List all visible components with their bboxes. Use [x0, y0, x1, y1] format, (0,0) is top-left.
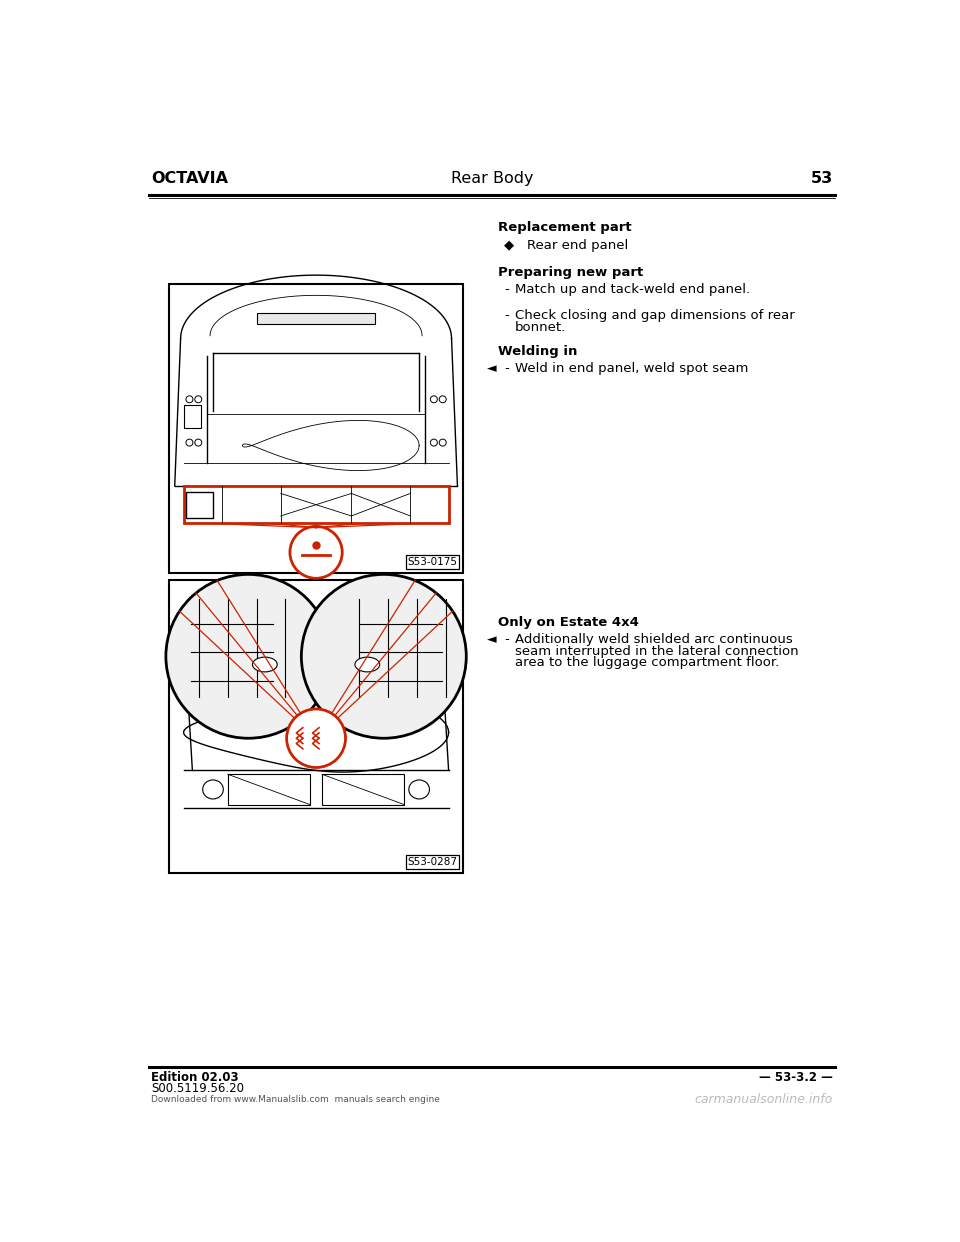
Circle shape: [430, 396, 438, 402]
Text: carmanualsonline.info: carmanualsonline.info: [695, 1093, 833, 1105]
Ellipse shape: [252, 657, 277, 672]
Circle shape: [290, 527, 342, 579]
Text: Welding in: Welding in: [498, 345, 578, 359]
Bar: [228, 774, 310, 805]
Text: Replacement part: Replacement part: [498, 221, 632, 233]
Text: Additionally weld shielded arc continuous: Additionally weld shielded arc continuou…: [516, 633, 793, 646]
Text: Downloaded from www.Manualslib.com  manuals search engine: Downloaded from www.Manualslib.com manua…: [151, 1094, 440, 1104]
Ellipse shape: [203, 780, 224, 799]
Text: ◄: ◄: [487, 633, 496, 646]
Text: -: -: [504, 363, 509, 375]
Circle shape: [195, 440, 202, 446]
Bar: [169, 283, 464, 573]
Text: S53-0175: S53-0175: [407, 556, 457, 566]
Ellipse shape: [282, 780, 302, 799]
Circle shape: [301, 574, 467, 738]
Ellipse shape: [371, 780, 391, 799]
Text: Preparing new part: Preparing new part: [498, 266, 643, 279]
Text: -: -: [504, 283, 509, 296]
Text: — 53-3.2 —: — 53-3.2 —: [759, 1071, 833, 1084]
Text: Weld in end panel, weld spot seam: Weld in end panel, weld spot seam: [516, 363, 749, 375]
Text: ◄: ◄: [487, 363, 496, 375]
Text: Only on Estate 4x4: Only on Estate 4x4: [498, 616, 639, 630]
Circle shape: [287, 709, 346, 768]
Ellipse shape: [409, 780, 429, 799]
Text: 53: 53: [811, 171, 833, 186]
Bar: [406, 555, 459, 569]
Circle shape: [430, 440, 438, 446]
Text: seam interrupted in the lateral connection: seam interrupted in the lateral connecti…: [516, 645, 799, 658]
Bar: [169, 580, 464, 873]
Circle shape: [440, 396, 446, 402]
Text: S53-0287: S53-0287: [407, 857, 457, 867]
Circle shape: [166, 574, 331, 738]
Text: -: -: [504, 633, 509, 646]
Text: -: -: [504, 309, 509, 322]
Bar: [257, 313, 375, 324]
Text: OCTAVIA: OCTAVIA: [151, 171, 228, 186]
Text: S00.5119.56.20: S00.5119.56.20: [151, 1082, 244, 1095]
Text: area to the luggage compartment floor.: area to the luggage compartment floor.: [516, 657, 780, 669]
Text: bonnet.: bonnet.: [516, 320, 566, 334]
Text: Edition 02.03: Edition 02.03: [151, 1071, 239, 1084]
Ellipse shape: [329, 780, 350, 799]
Bar: [183, 405, 202, 428]
Text: Match up and tack-weld end panel.: Match up and tack-weld end panel.: [516, 283, 751, 296]
Ellipse shape: [241, 780, 261, 799]
Circle shape: [195, 396, 202, 402]
Bar: [186, 492, 213, 518]
Text: Check closing and gap dimensions of rear: Check closing and gap dimensions of rear: [516, 309, 795, 322]
Circle shape: [186, 440, 193, 446]
Text: Rear Body: Rear Body: [451, 171, 533, 186]
Bar: [322, 774, 404, 805]
Bar: [406, 856, 459, 869]
Circle shape: [186, 396, 193, 402]
Circle shape: [440, 440, 446, 446]
Ellipse shape: [355, 657, 380, 672]
Text: ◆   Rear end panel: ◆ Rear end panel: [504, 240, 629, 252]
Bar: [183, 486, 448, 523]
